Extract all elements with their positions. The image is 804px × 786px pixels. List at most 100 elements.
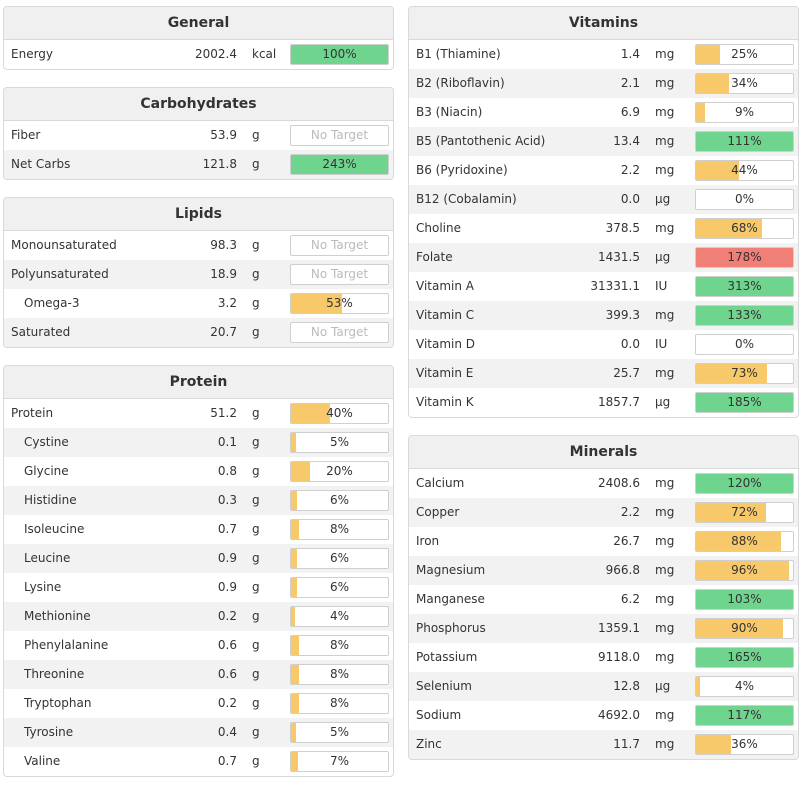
nutrient-name: Saturated bbox=[11, 325, 71, 339]
progress-percent-label: 111% bbox=[727, 134, 762, 148]
progress-percent-label: 178% bbox=[727, 250, 762, 264]
nutrient-row-phenylalanine[interactable]: Phenylalanine 0.6 g 8% bbox=[4, 631, 393, 660]
nutrient-row-zinc[interactable]: Zinc 11.7 mg 36% bbox=[409, 730, 798, 759]
nutrient-row-vitamin-c[interactable]: Vitamin C 399.3 mg 133% bbox=[409, 301, 798, 330]
nutrient-unit: mg bbox=[655, 505, 675, 519]
right-column: Vitamins B1 (Thiamine) 1.4 mg 25% B2 (Ribofla… bbox=[408, 6, 799, 777]
progress-fill bbox=[291, 433, 296, 452]
nutrient-row-b1-thiamine[interactable]: B1 (Thiamine) 1.4 mg 25% bbox=[409, 40, 798, 69]
nutrient-row-sodium[interactable]: Sodium 4692.0 mg 117% bbox=[409, 701, 798, 730]
nutrient-name: Potassium bbox=[416, 650, 478, 664]
nutrient-row-leucine[interactable]: Leucine 0.9 g 6% bbox=[4, 544, 393, 573]
panel-title: Minerals bbox=[409, 436, 798, 469]
progress-percent-label: 103% bbox=[727, 592, 762, 606]
nutrient-row-selenium[interactable]: Selenium 12.8 µg 4% bbox=[409, 672, 798, 701]
nutrient-row-copper[interactable]: Copper 2.2 mg 72% bbox=[409, 498, 798, 527]
nutrient-name: B5 (Pantothenic Acid) bbox=[416, 134, 546, 148]
progress-percent-label: 44% bbox=[731, 163, 758, 177]
nutrient-row-monounsaturated[interactable]: Monounsaturated 98.3 g No Target bbox=[4, 231, 393, 260]
nutrient-row-polyunsaturated[interactable]: Polyunsaturated 18.9 g No Target bbox=[4, 260, 393, 289]
progress-fill bbox=[291, 607, 295, 626]
nutrient-row-b6-pyridoxine[interactable]: B6 (Pyridoxine) 2.2 mg 44% bbox=[409, 156, 798, 185]
nutrient-name: Histidine bbox=[24, 493, 77, 507]
progress-percent-label: 20% bbox=[326, 464, 353, 478]
nutrient-row-cystine[interactable]: Cystine 0.1 g 5% bbox=[4, 428, 393, 457]
nutrient-row-lysine[interactable]: Lysine 0.9 g 6% bbox=[4, 573, 393, 602]
progress-percent-label: 72% bbox=[731, 505, 758, 519]
nutrient-unit: kcal bbox=[252, 47, 277, 61]
nutrient-name: Lysine bbox=[24, 580, 62, 594]
nutrient-row-potassium[interactable]: Potassium 9118.0 mg 165% bbox=[409, 643, 798, 672]
nutrient-unit: g bbox=[252, 157, 260, 171]
nutrient-row-tryptophan[interactable]: Tryptophan 0.2 g 8% bbox=[4, 689, 393, 718]
left-column: General Energy 2002.4 kcal 100% Carbohydrates… bbox=[3, 6, 394, 786]
nutrient-row-vitamin-e[interactable]: Vitamin E 25.7 mg 73% bbox=[409, 359, 798, 388]
nutrient-unit: g bbox=[252, 551, 260, 565]
nutrient-row-choline[interactable]: Choline 378.5 mg 68% bbox=[409, 214, 798, 243]
nutrient-amount: 2002.4 bbox=[195, 47, 237, 61]
nutrient-name: Leucine bbox=[24, 551, 71, 565]
nutrient-row-tyrosine[interactable]: Tyrosine 0.4 g 5% bbox=[4, 718, 393, 747]
nutrient-row-iron[interactable]: Iron 26.7 mg 88% bbox=[409, 527, 798, 556]
nutrient-row-magnesium[interactable]: Magnesium 966.8 mg 96% bbox=[409, 556, 798, 585]
nutrient-unit: mg bbox=[655, 76, 675, 90]
nutrient-row-b3-niacin[interactable]: B3 (Niacin) 6.9 mg 9% bbox=[409, 98, 798, 127]
nutrient-amount: 378.5 bbox=[605, 221, 640, 235]
nutrient-amount: 0.1 bbox=[217, 435, 237, 449]
target-progress-bar: 25% bbox=[695, 44, 794, 65]
progress-percent-label: 243% bbox=[322, 157, 357, 171]
progress-percent-label: 88% bbox=[731, 534, 758, 548]
nutrient-name: Polyunsaturated bbox=[11, 267, 109, 281]
nutrient-row-saturated[interactable]: Saturated 20.7 g No Target bbox=[4, 318, 393, 347]
nutrient-name: Phenylalanine bbox=[24, 638, 109, 652]
nutrient-unit: g bbox=[252, 128, 260, 142]
nutrient-row-histidine[interactable]: Histidine 0.3 g 6% bbox=[4, 486, 393, 515]
nutrient-row-fiber[interactable]: Fiber 53.9 g No Target bbox=[4, 121, 393, 150]
nutrient-row-glycine[interactable]: Glycine 0.8 g 20% bbox=[4, 457, 393, 486]
nutrient-amount: 31331.1 bbox=[590, 279, 640, 293]
target-progress-bar: 68% bbox=[695, 218, 794, 239]
nutrient-row-b5-pantothenic-acid[interactable]: B5 (Pantothenic Acid) 13.4 mg 111% bbox=[409, 127, 798, 156]
nutrient-name: Energy bbox=[11, 47, 54, 61]
progress-percent-label: No Target bbox=[310, 238, 369, 252]
nutrient-unit: g bbox=[252, 325, 260, 339]
nutrient-unit: g bbox=[252, 580, 260, 594]
nutrient-row-threonine[interactable]: Threonine 0.6 g 8% bbox=[4, 660, 393, 689]
progress-percent-label: 8% bbox=[329, 522, 350, 536]
nutrient-row-b12-cobalamin[interactable]: B12 (Cobalamin) 0.0 µg 0% bbox=[409, 185, 798, 214]
target-progress-bar: 0% bbox=[695, 334, 794, 355]
nutrient-row-valine[interactable]: Valine 0.7 g 7% bbox=[4, 747, 393, 776]
progress-percent-label: 6% bbox=[329, 551, 350, 565]
nutrient-row-calcium[interactable]: Calcium 2408.6 mg 120% bbox=[409, 469, 798, 498]
nutrient-row-b2-riboflavin[interactable]: B2 (Riboflavin) 2.1 mg 34% bbox=[409, 69, 798, 98]
nutrient-name: Choline bbox=[416, 221, 461, 235]
progress-fill bbox=[291, 694, 299, 713]
nutrient-row-methionine[interactable]: Methionine 0.2 g 4% bbox=[4, 602, 393, 631]
target-progress-bar: 313% bbox=[695, 276, 794, 297]
nutrient-row-manganese[interactable]: Manganese 6.2 mg 103% bbox=[409, 585, 798, 614]
target-progress-bar: 8% bbox=[290, 664, 389, 685]
target-progress-bar: 8% bbox=[290, 519, 389, 540]
nutrient-row-protein[interactable]: Protein 51.2 g 40% bbox=[4, 399, 393, 428]
nutrient-row-vitamin-d[interactable]: Vitamin D 0.0 IU 0% bbox=[409, 330, 798, 359]
nutrient-amount: 0.4 bbox=[217, 725, 237, 739]
progress-fill bbox=[291, 578, 297, 597]
nutrient-row-energy[interactable]: Energy 2002.4 kcal 100% bbox=[4, 40, 393, 69]
progress-fill bbox=[696, 393, 793, 412]
target-progress-bar: No Target bbox=[290, 264, 389, 285]
progress-fill bbox=[696, 532, 782, 551]
nutrient-row-net-carbs[interactable]: Net Carbs 121.8 g 243% bbox=[4, 150, 393, 179]
nutrient-row-folate[interactable]: Folate 1431.5 µg 178% bbox=[409, 243, 798, 272]
target-progress-bar: 100% bbox=[290, 44, 389, 65]
nutrient-row-phosphorus[interactable]: Phosphorus 1359.1 mg 90% bbox=[409, 614, 798, 643]
progress-percent-label: 25% bbox=[731, 47, 758, 61]
nutrient-row-vitamin-k[interactable]: Vitamin K 1857.7 µg 185% bbox=[409, 388, 798, 417]
nutrient-unit: g bbox=[252, 435, 260, 449]
nutrient-amount: 0.0 bbox=[620, 337, 640, 351]
panel-title: Protein bbox=[4, 366, 393, 399]
nutrient-row-vitamin-a[interactable]: Vitamin A 31331.1 IU 313% bbox=[409, 272, 798, 301]
target-progress-bar: 8% bbox=[290, 693, 389, 714]
nutrient-unit: g bbox=[252, 725, 260, 739]
nutrient-row-isoleucine[interactable]: Isoleucine 0.7 g 8% bbox=[4, 515, 393, 544]
nutrient-row-omega-3[interactable]: Omega-3 3.2 g 53% bbox=[4, 289, 393, 318]
